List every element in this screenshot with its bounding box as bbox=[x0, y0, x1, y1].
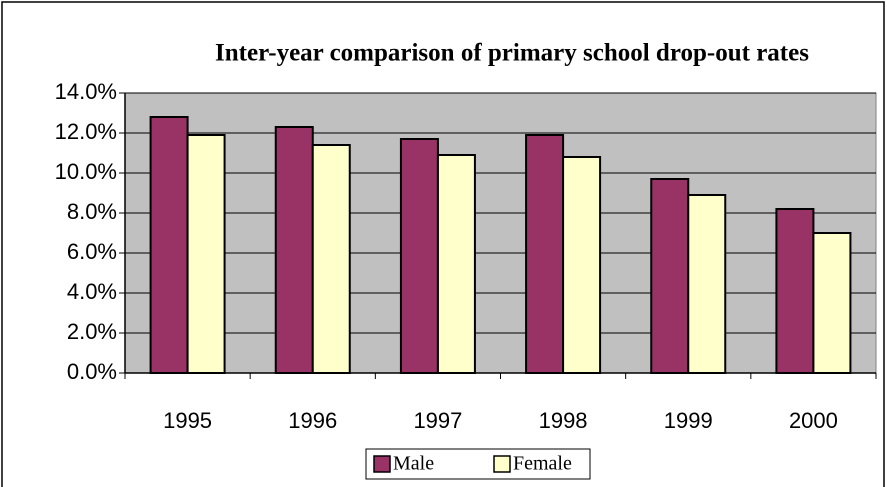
bar bbox=[274, 126, 314, 374]
x-tick-label: 1997 bbox=[413, 408, 462, 433]
y-tick-label: 12.0% bbox=[55, 119, 117, 144]
x-tick-label: 1995 bbox=[163, 408, 212, 433]
bar bbox=[562, 156, 602, 374]
bar bbox=[311, 144, 351, 374]
chart-title: Inter-year comparison of primary school … bbox=[215, 40, 809, 67]
legend-label: Female bbox=[513, 453, 572, 475]
legend-box bbox=[365, 448, 591, 480]
x-tick-label: 2000 bbox=[789, 408, 838, 433]
y-tick-label: 14.0% bbox=[55, 79, 117, 104]
bar bbox=[650, 178, 690, 374]
bar bbox=[149, 116, 189, 374]
legend-swatch bbox=[493, 455, 511, 473]
bar bbox=[687, 194, 727, 374]
legend-label: Male bbox=[393, 453, 434, 475]
bar bbox=[775, 208, 815, 374]
bar bbox=[436, 154, 476, 374]
y-tick-label: 10.0% bbox=[55, 159, 117, 184]
bar bbox=[812, 232, 852, 374]
y-tick-label: 0.0% bbox=[67, 359, 117, 384]
bar bbox=[525, 134, 565, 374]
x-tick-label: 1998 bbox=[539, 408, 588, 433]
legend-swatch bbox=[373, 455, 391, 473]
bar bbox=[399, 138, 439, 374]
bar bbox=[186, 134, 226, 374]
y-tick-label: 8.0% bbox=[67, 199, 117, 224]
x-tick-label: 1996 bbox=[288, 408, 337, 433]
plot-area bbox=[124, 92, 877, 374]
y-tick-label: 4.0% bbox=[67, 279, 117, 304]
y-tick-label: 6.0% bbox=[67, 239, 117, 264]
x-tick-label: 1999 bbox=[664, 408, 713, 433]
y-tick-label: 2.0% bbox=[67, 319, 117, 344]
